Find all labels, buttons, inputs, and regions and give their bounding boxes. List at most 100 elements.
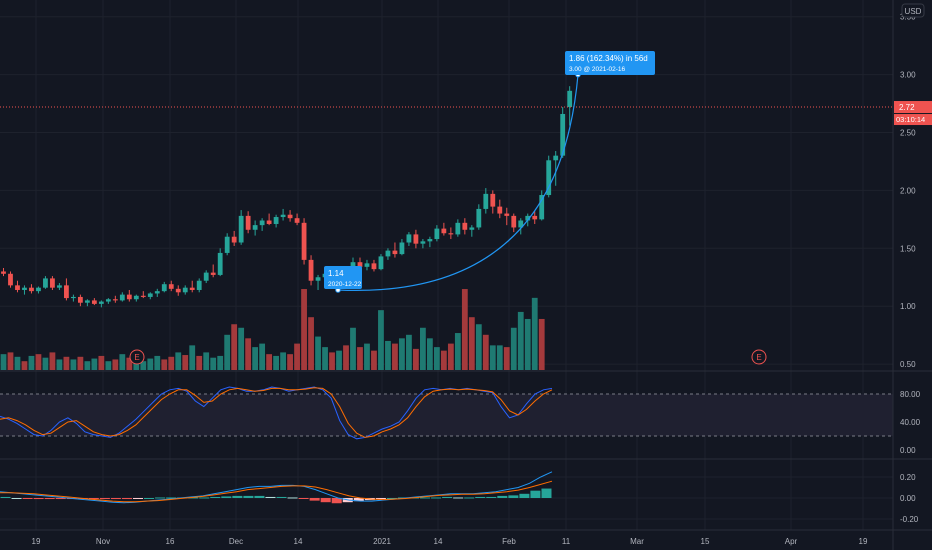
macd-histogram-bar: [276, 496, 287, 498]
volume-bar: [482, 334, 489, 370]
macd-histogram-bar: [210, 496, 221, 498]
candle-body: [280, 214, 286, 218]
candle-body: [567, 90, 573, 108]
macd-histogram-bar: [508, 495, 519, 498]
candle-body: [182, 287, 188, 293]
price-tick-label: 0.50: [900, 360, 916, 369]
volume-bar: [28, 355, 35, 370]
earnings-marker[interactable]: E: [751, 349, 767, 365]
macd-histogram-bar: [199, 497, 210, 499]
countdown-value: 03:10:14: [896, 115, 925, 124]
stochastic-band-fill: [0, 394, 893, 436]
volume-bar: [21, 361, 28, 370]
candle-body: [301, 222, 307, 260]
macd-histogram-bar: [232, 495, 243, 498]
candle-body: [50, 278, 55, 288]
macd-histogram-bar: [497, 495, 508, 498]
time-label: Feb: [502, 537, 516, 546]
time-label: Nov: [96, 537, 110, 546]
volume-bar: [350, 327, 356, 370]
candle-body: [133, 295, 139, 300]
volume-bar: [259, 343, 266, 370]
candle-body: [98, 301, 104, 304]
macd-histogram-bar: [530, 490, 541, 498]
candle-body: [518, 220, 524, 228]
macd-histogram-bar: [0, 496, 11, 498]
macd-histogram-bar: [44, 498, 55, 500]
candle-body: [266, 220, 272, 224]
candle-body: [84, 300, 90, 303]
candle-body: [175, 288, 181, 293]
volume-bar: [357, 347, 363, 370]
candle-body: [15, 285, 20, 290]
candle-body: [77, 296, 83, 303]
volume-bar: [84, 361, 91, 370]
volume-bar: [280, 352, 286, 370]
stochastic-band: [0, 393, 893, 437]
candle-body: [385, 250, 391, 257]
price-tick-label: 3.00: [900, 71, 916, 80]
volume-bar: [140, 361, 147, 370]
volume-bar: [238, 327, 245, 370]
price-tick-label: 1.50: [900, 244, 916, 253]
volume-bar: [454, 333, 461, 370]
price-axis[interactable]: 3.503.002.502.001.501.000.5080.0040.000.…: [894, 13, 932, 524]
earnings-marker-label: E: [134, 353, 139, 362]
candle-body: [22, 287, 27, 290]
range-start-value: 1.14: [328, 269, 344, 278]
volume-bar: [161, 359, 168, 370]
currency-badge[interactable]: USD: [905, 7, 922, 16]
macd-signal-line: [0, 480, 553, 503]
volume-bar: [70, 359, 77, 370]
candle-body: [189, 287, 195, 290]
volume-bar: [35, 354, 42, 370]
volume-bar: [231, 324, 238, 370]
candle-body: [252, 225, 258, 230]
macd-histogram-bar: [320, 498, 331, 503]
candle-body: [490, 193, 496, 207]
candle-body: [8, 273, 13, 286]
volume-bar: [489, 345, 496, 370]
currency-badge-box[interactable]: [901, 3, 925, 18]
candle-body: [532, 215, 538, 220]
volume-bar: [245, 338, 252, 370]
macd-histogram-bar: [464, 497, 475, 499]
volume-bar: [98, 355, 105, 370]
volume-bar: [252, 347, 259, 370]
candle-body: [112, 299, 118, 301]
candle-body: [427, 239, 433, 242]
candle-body: [448, 233, 454, 235]
candle-body: [504, 213, 510, 216]
time-label: Apr: [785, 537, 798, 546]
candle-body: [476, 208, 482, 228]
macd-histogram-bar: [541, 488, 552, 498]
earnings-marker[interactable]: E: [129, 349, 145, 365]
candle-body: [210, 272, 216, 275]
time-axis[interactable]: 19 Nov 16 Dec 14 2021 14 Feb 11 Mar 15 Apr 19: [32, 537, 868, 546]
candle-body: [455, 222, 461, 235]
macd-histogram-bar: [188, 497, 199, 499]
volume-bar: [496, 345, 503, 370]
candle-body: [364, 263, 370, 267]
volume-bar: [154, 355, 161, 370]
candle-body: [168, 284, 174, 289]
macd-histogram-bar: [475, 496, 486, 498]
candle-body: [462, 222, 468, 230]
candle-body: [553, 155, 559, 161]
stochastic-tick-label: 80.00: [900, 390, 921, 399]
volume-bar: [91, 358, 98, 370]
candle-body: [406, 234, 412, 243]
volume-bar: [315, 336, 321, 370]
candle-body: [43, 278, 48, 288]
macd-histogram-bar: [265, 496, 276, 498]
volume-bar: [42, 357, 49, 370]
candle-body: [539, 195, 545, 220]
macd-histogram-bar: [442, 496, 453, 498]
macd-histogram-bar: [486, 496, 497, 498]
range-annotation[interactable]: 1.14 2020-12-22 1.86 (162.34%) in 56d 3.00 …: [324, 51, 655, 293]
price-tick-label: 1.00: [900, 302, 916, 311]
volume-bar: [413, 348, 419, 370]
volume-bar: [77, 356, 84, 370]
macd-tick-label: -0.20: [900, 515, 919, 524]
volume-bar: [322, 347, 328, 370]
